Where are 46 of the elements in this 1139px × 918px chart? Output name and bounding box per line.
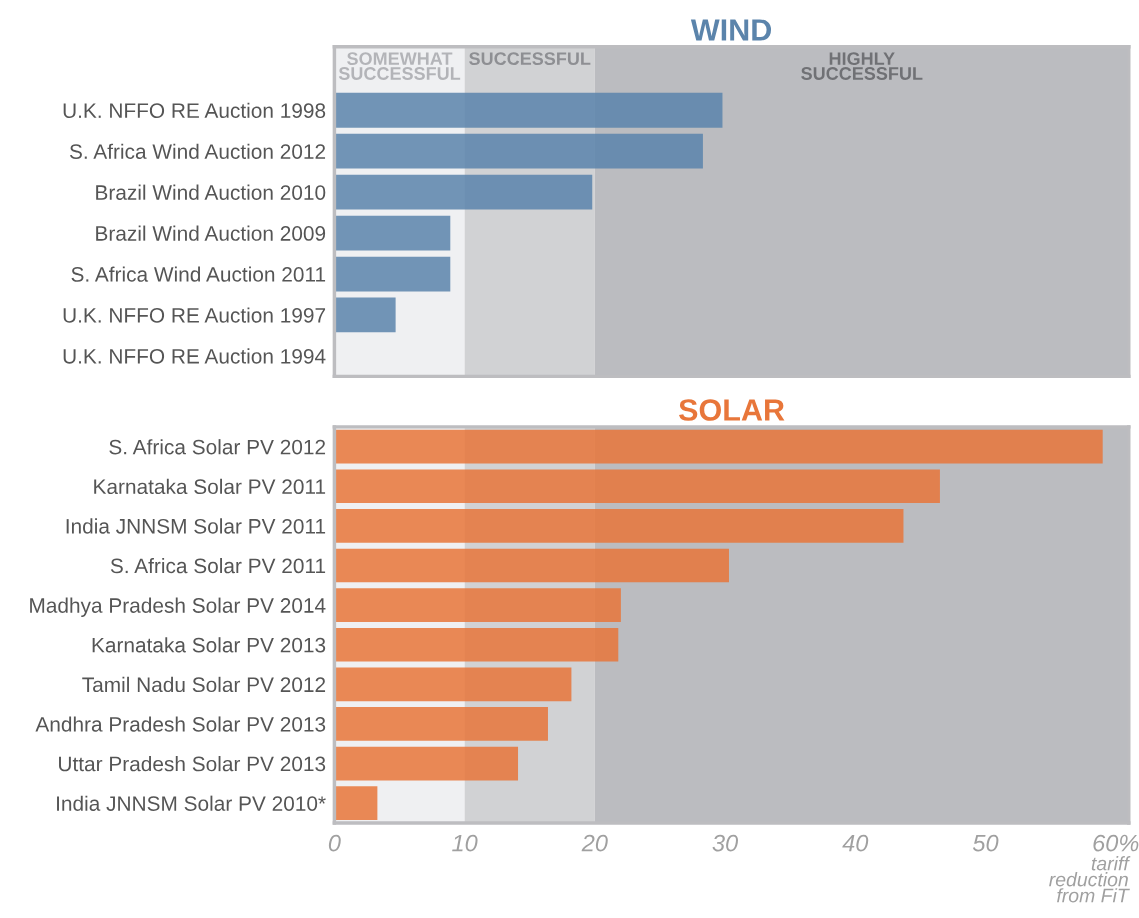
bar xyxy=(334,667,572,702)
x-tick-label: 30 xyxy=(712,834,738,852)
y-tick-label: Karnataka Solar PV 2011 xyxy=(94,478,326,495)
bar xyxy=(334,215,451,251)
x-tick-label: 0 xyxy=(328,834,341,852)
bar xyxy=(334,429,1103,464)
y-tick-label: S. Africa Wind Auction 2011 xyxy=(71,266,326,282)
x-tick-label: 10 xyxy=(452,834,478,852)
bar xyxy=(334,746,519,781)
y-tick-label: S. Africa Wind Auction 2012 xyxy=(69,143,326,159)
y-tick-label: S. Africa Solar PV 2012 xyxy=(109,439,326,455)
bar xyxy=(334,509,904,543)
bar xyxy=(334,256,451,292)
y-tick-label: Uttar Pradesh Solar PV 2013 xyxy=(59,756,326,772)
x-tick-label: 60% xyxy=(1093,834,1139,852)
bar xyxy=(334,707,548,741)
y-tick-label: Tamil Nadu Solar PV 2012 xyxy=(82,676,326,693)
x-axis-title: tariff reduction from FiT xyxy=(1049,856,1131,903)
y-tick-label: India JNNSM Solar PV 2010* xyxy=(57,795,326,811)
bar xyxy=(334,548,729,583)
x-tick-label: 20 xyxy=(581,834,608,852)
band-label: SOMEWHAT SUCCESSFUL xyxy=(338,52,461,80)
x-tick-label: 50 xyxy=(972,834,999,852)
y-tick-label: Andhra Pradesh Solar PV 2013 xyxy=(35,716,326,732)
y-tick-label: India JNNSM Solar PV 2011 xyxy=(66,518,326,534)
bar xyxy=(334,627,619,662)
y-tick-label: S. Africa Solar PV 2011 xyxy=(110,557,326,574)
y-tick-label: Brazil Wind Auction 2010 xyxy=(96,184,326,200)
bar xyxy=(334,174,593,210)
y-tick-label: U.K. NFFO RE Auction 1998 xyxy=(63,102,326,119)
band-label: SUCCESSFUL xyxy=(469,52,591,66)
chart-title: SOLAR xyxy=(678,399,785,421)
y-tick-label: Madhya Pradesh Solar PV 2014 xyxy=(30,597,326,617)
bar xyxy=(334,588,621,622)
bar xyxy=(334,297,396,333)
y-tick-label: U.K. NFFO RE Auction 1994 xyxy=(63,348,326,364)
bar xyxy=(334,133,703,169)
y-tick-label: Brazil Wind Auction 2009 xyxy=(96,225,326,241)
bar xyxy=(334,786,378,821)
bar xyxy=(334,92,723,128)
bar xyxy=(334,469,940,504)
chart-title: WIND xyxy=(690,19,772,41)
x-tick-label: 40 xyxy=(842,834,869,852)
band-label: HIGHLY SUCCESSFUL xyxy=(801,52,923,80)
y-tick-label: Karnataka Solar PV 2013 xyxy=(92,637,326,653)
y-tick-label: U.K. NFFO RE Auction 1997 xyxy=(63,307,326,323)
